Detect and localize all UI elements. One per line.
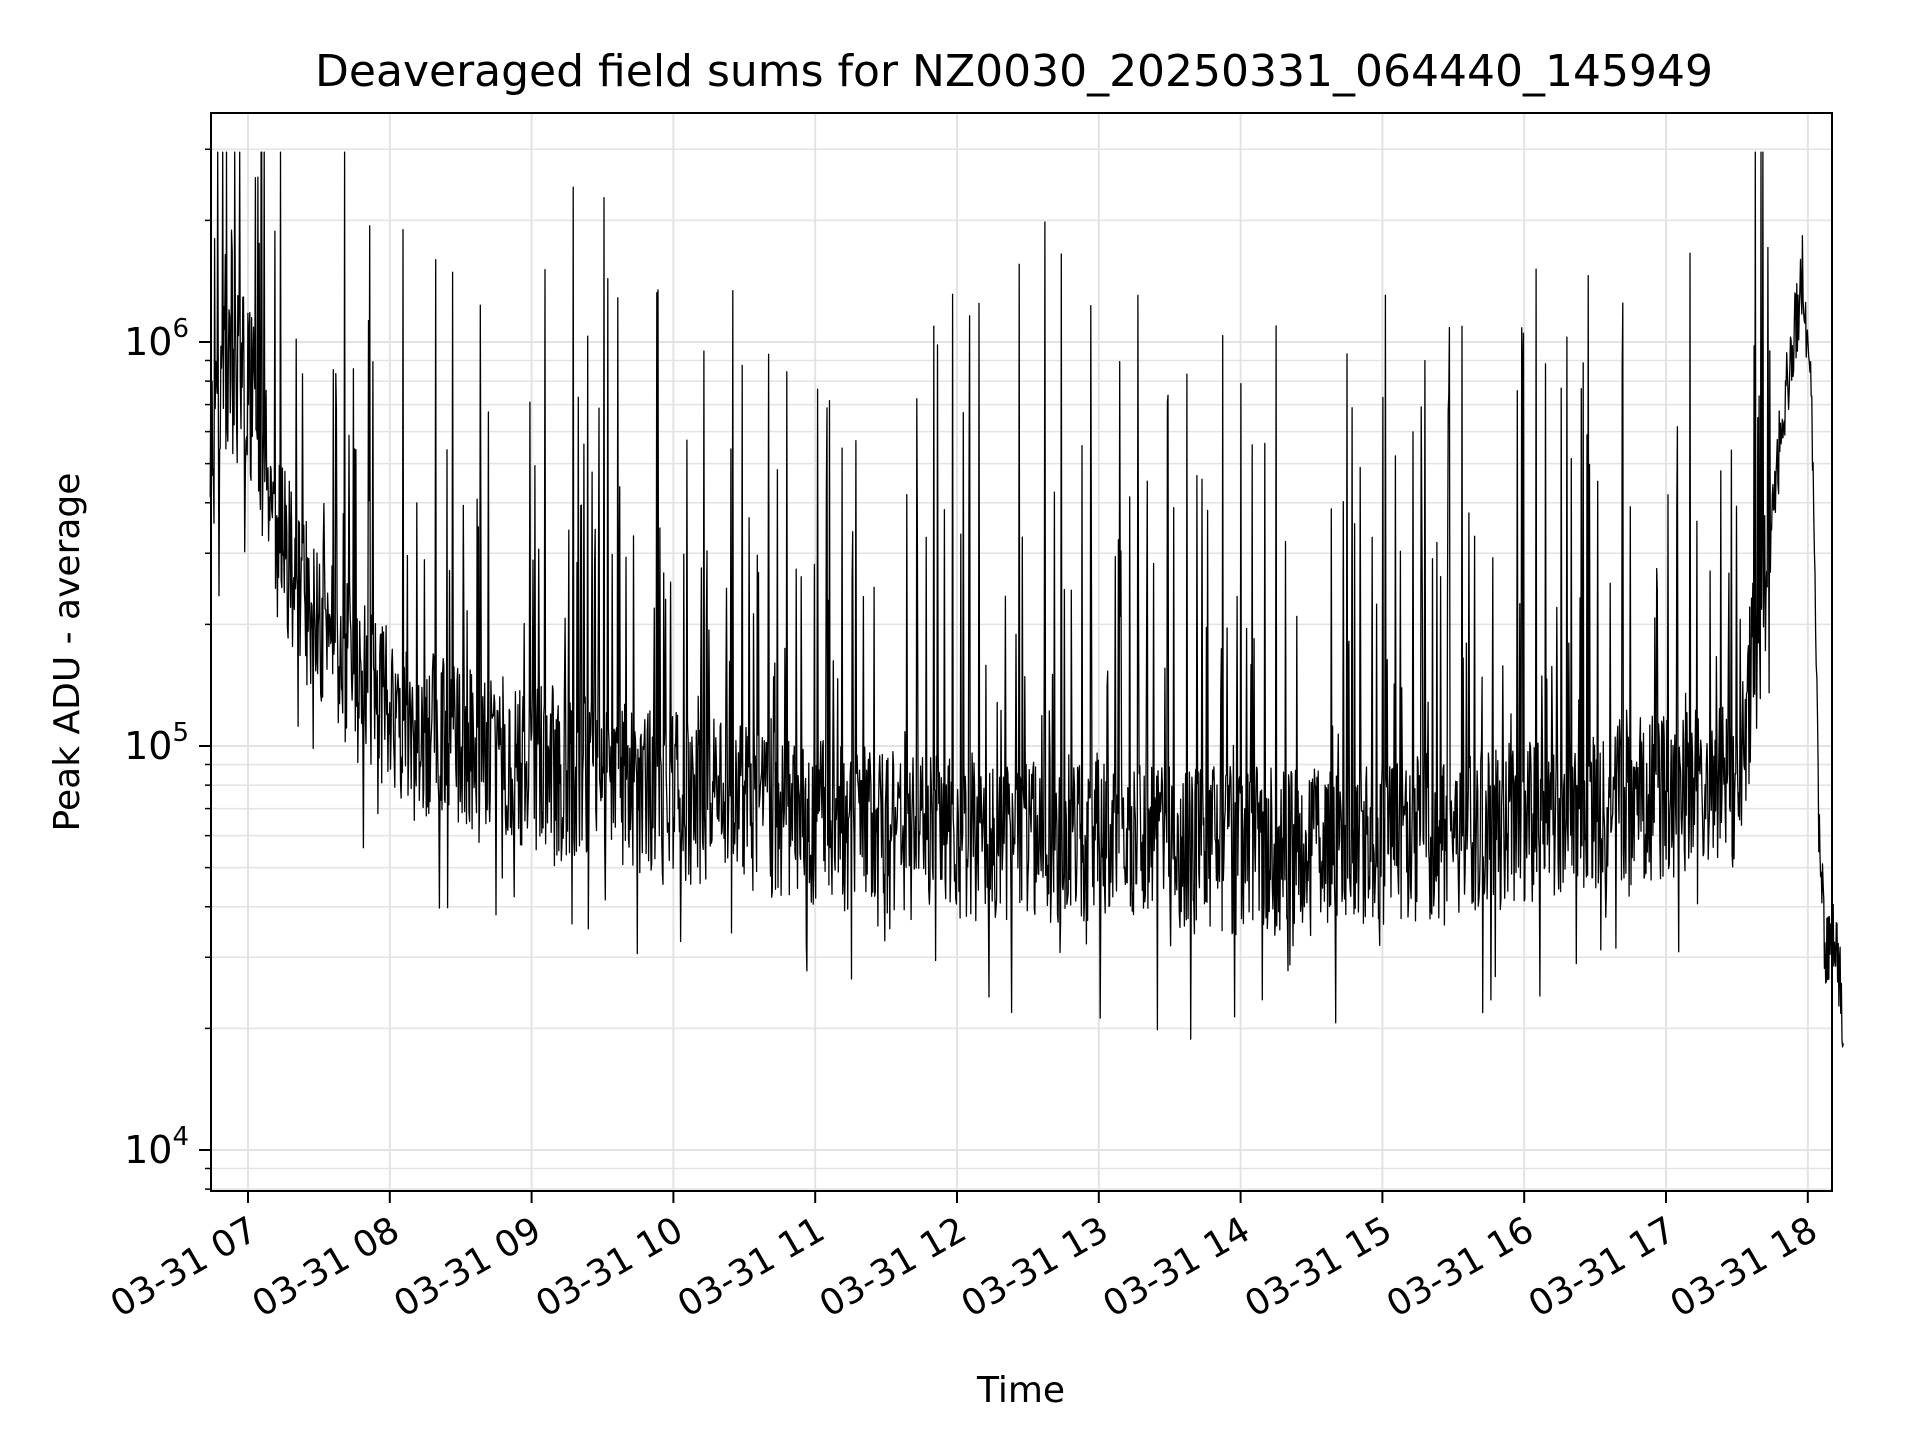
chart-title: Deaveraged field sums for NZ0030_2025033… bbox=[315, 46, 1713, 97]
data-series bbox=[209, 151, 1844, 1048]
y-axis: 104 105 106 bbox=[124, 148, 211, 1190]
series-line bbox=[209, 151, 1844, 1048]
plot-frame bbox=[210, 112, 1833, 1192]
y-tick-label: 104 bbox=[124, 1122, 189, 1172]
y-axis-label: Peak ADU - average bbox=[47, 473, 88, 832]
y-tick-label: 106 bbox=[124, 314, 189, 364]
x-axis-label: Time bbox=[976, 1370, 1065, 1411]
y-tick-label: 105 bbox=[124, 718, 189, 768]
